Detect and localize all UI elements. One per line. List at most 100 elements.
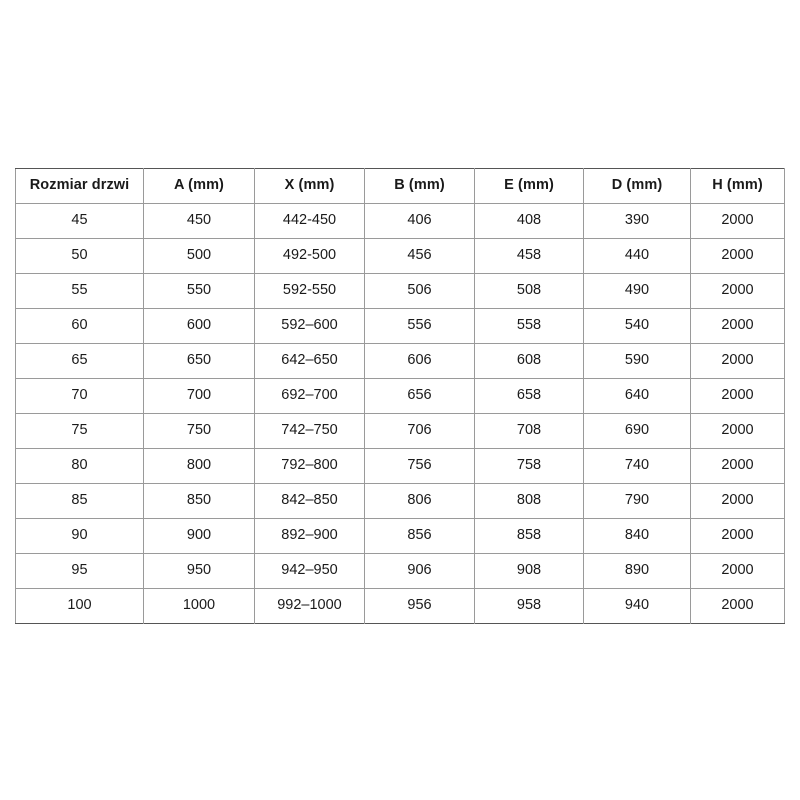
cell-a: 600: [143, 308, 255, 344]
cell-h: 2000: [690, 483, 785, 519]
cell-rozmiar-drzwi: 75: [15, 413, 144, 449]
cell-rozmiar-drzwi: 65: [15, 343, 144, 379]
cell-d: 940: [583, 588, 691, 624]
cell-h: 2000: [690, 203, 785, 239]
cell-h: 2000: [690, 343, 785, 379]
cell-h: 2000: [690, 273, 785, 309]
cell-x: 842–850: [254, 483, 365, 519]
cell-e: 458: [474, 238, 584, 274]
table-row: 85 850 842–850 806 808 790 2000: [15, 483, 785, 519]
cell-b: 756: [364, 448, 475, 484]
cell-x: 592–600: [254, 308, 365, 344]
cell-x: 442-450: [254, 203, 365, 239]
cell-h: 2000: [690, 238, 785, 274]
cell-a: 750: [143, 413, 255, 449]
cell-rozmiar-drzwi: 80: [15, 448, 144, 484]
cell-a: 800: [143, 448, 255, 484]
cell-e: 958: [474, 588, 584, 624]
cell-d: 540: [583, 308, 691, 344]
table-row: 45 450 442-450 406 408 390 2000: [15, 203, 785, 239]
table-row: 55 550 592-550 506 508 490 2000: [15, 273, 785, 309]
cell-e: 758: [474, 448, 584, 484]
table-body: 45 450 442-450 406 408 390 2000 50 500 4…: [15, 203, 785, 624]
cell-a: 850: [143, 483, 255, 519]
cell-rozmiar-drzwi: 85: [15, 483, 144, 519]
cell-rozmiar-drzwi: 70: [15, 378, 144, 414]
cell-b: 456: [364, 238, 475, 274]
cell-b: 556: [364, 308, 475, 344]
cell-b: 406: [364, 203, 475, 239]
cell-h: 2000: [690, 518, 785, 554]
table-header-row: Rozmiar drzwi A (mm) X (mm) B (mm) E (mm…: [15, 168, 785, 204]
cell-d: 840: [583, 518, 691, 554]
cell-x: 642–650: [254, 343, 365, 379]
cell-e: 508: [474, 273, 584, 309]
cell-rozmiar-drzwi: 60: [15, 308, 144, 344]
table-row: 70 700 692–700 656 658 640 2000: [15, 378, 785, 414]
cell-rozmiar-drzwi: 95: [15, 553, 144, 589]
cell-e: 558: [474, 308, 584, 344]
column-header-a: A (mm): [143, 168, 255, 204]
cell-x: 992–1000: [254, 588, 365, 624]
cell-a: 500: [143, 238, 255, 274]
cell-e: 858: [474, 518, 584, 554]
column-header-d: D (mm): [583, 168, 691, 204]
cell-e: 408: [474, 203, 584, 239]
cell-rozmiar-drzwi: 55: [15, 273, 144, 309]
column-header-h: H (mm): [690, 168, 785, 204]
cell-h: 2000: [721, 597, 754, 614]
cell-x: 492-500: [254, 238, 365, 274]
cell-e: 608: [474, 343, 584, 379]
cell-e: 808: [474, 483, 584, 519]
cell-h: 2000: [690, 413, 785, 449]
cell-x: 892–900: [254, 518, 365, 554]
table-row: 65 650 642–650 606 608 590 2000: [15, 343, 785, 379]
cell-h: 2000: [690, 553, 785, 589]
door-size-table: Rozmiar drzwi A (mm) X (mm) B (mm) E (mm…: [15, 168, 785, 624]
cell-d: 790: [583, 483, 691, 519]
cell-a: 1000: [143, 588, 255, 624]
column-header-b: B (mm): [364, 168, 475, 204]
cell-rozmiar-drzwi: 100: [15, 588, 144, 624]
column-header-x: X (mm): [254, 168, 365, 204]
cell-b: 906: [364, 553, 475, 589]
cell-d: 690: [583, 413, 691, 449]
table-row: 90 900 892–900 856 858 840 2000: [15, 518, 785, 554]
cell-rozmiar-drzwi: 90: [15, 518, 144, 554]
table-row: 80 800 792–800 756 758 740 2000: [15, 448, 785, 484]
cell-d: 890: [583, 553, 691, 589]
cell-d: 740: [583, 448, 691, 484]
cell-b: 706: [364, 413, 475, 449]
cell-b: 606: [364, 343, 475, 379]
table-row: 50 500 492-500 456 458 440 2000: [15, 238, 785, 274]
cell-b: 656: [364, 378, 475, 414]
cell-b: 506: [364, 273, 475, 309]
cell-a: 650: [143, 343, 255, 379]
cell-a: 550: [143, 273, 255, 309]
cell-d: 640: [583, 378, 691, 414]
table-row: 95 950 942–950 906 908 890 2000: [15, 553, 785, 589]
cell-d: 590: [583, 343, 691, 379]
cell-rozmiar-drzwi: 50: [15, 238, 144, 274]
cell-h: 2000: [690, 378, 785, 414]
size-table-container: Rozmiar drzwi A (mm) X (mm) B (mm) E (mm…: [15, 168, 785, 624]
cell-a: 900: [143, 518, 255, 554]
cell-e: 708: [474, 413, 584, 449]
cell-x: 692–700: [254, 378, 365, 414]
table-row: 75 750 742–750 706 708 690 2000: [15, 413, 785, 449]
cell-d: 440: [583, 238, 691, 274]
column-header-rozmiar-drzwi: Rozmiar drzwi: [15, 168, 144, 204]
cell-e: 908: [474, 553, 584, 589]
table-header: Rozmiar drzwi A (mm) X (mm) B (mm) E (mm…: [15, 168, 785, 204]
cell-a: 700: [143, 378, 255, 414]
cell-d: 390: [583, 203, 691, 239]
cell-b: 856: [364, 518, 475, 554]
cell-x: 792–800: [254, 448, 365, 484]
cell-h: 2000: [690, 308, 785, 344]
cell-x: 592-550: [254, 273, 365, 309]
cell-h: 2000: [690, 448, 785, 484]
column-header-e: E (mm): [474, 168, 584, 204]
cell-a: 450: [143, 203, 255, 239]
cell-b: 806: [364, 483, 475, 519]
